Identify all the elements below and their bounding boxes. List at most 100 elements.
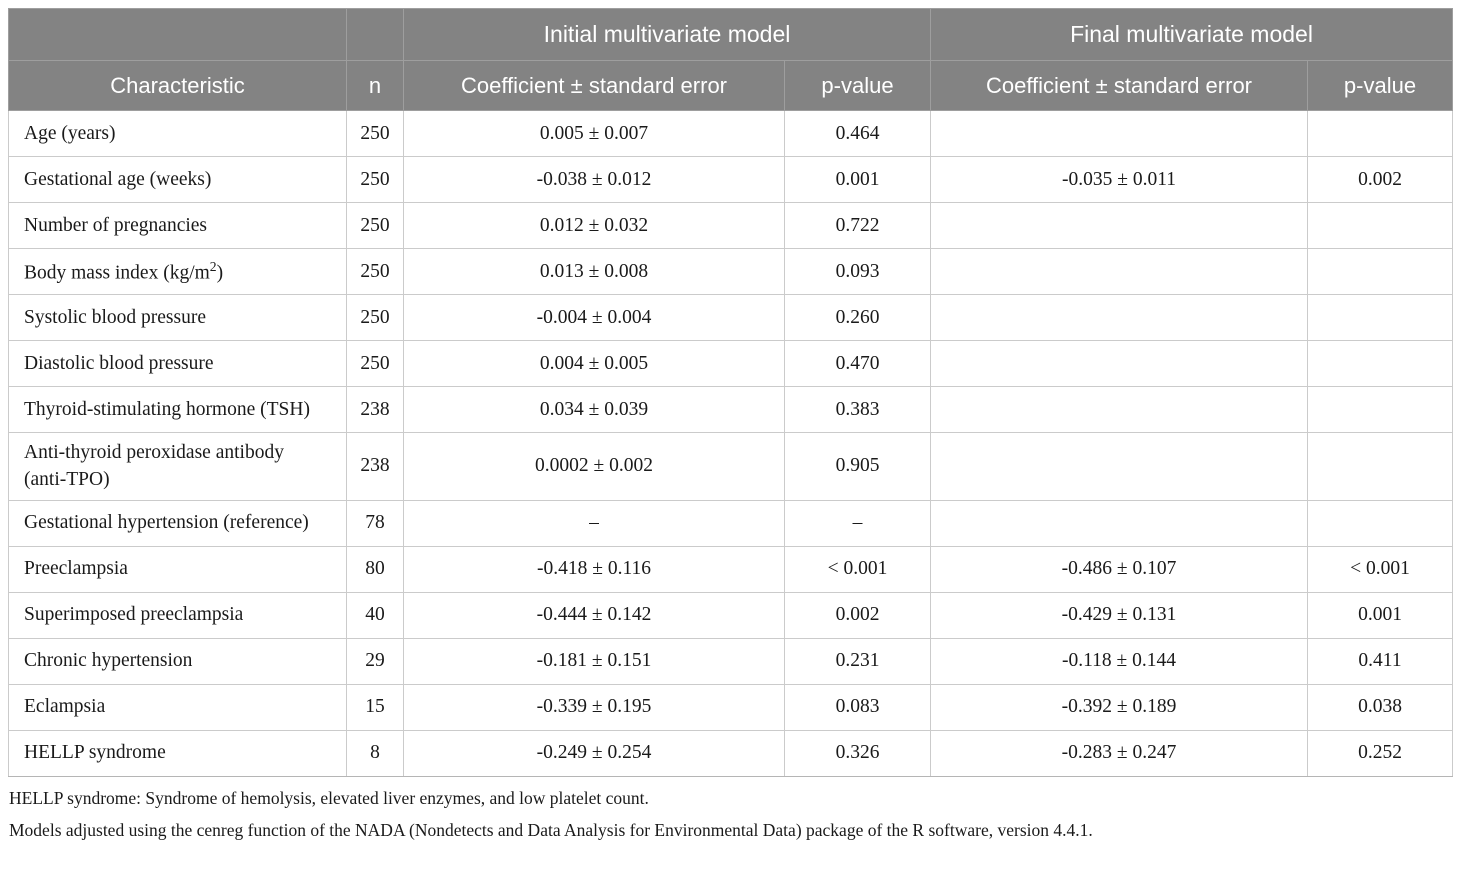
final-pvalue-cell: 0.001 — [1307, 591, 1453, 639]
table-row: Systolic blood pressure 250 -0.004 ± 0.004… — [8, 294, 1453, 341]
n-cell: 250 — [346, 202, 404, 249]
table-row: Chronic hypertension 29 -0.181 ± 0.151 0.23… — [8, 637, 1453, 685]
initial-coefficient-cell: 0.013 ± 0.008 — [403, 248, 785, 295]
final-coefficient-cell — [930, 110, 1308, 157]
multivariate-model-table: Initial multivariate model Final multiva… — [8, 8, 1453, 777]
initial-pvalue-cell: < 0.001 — [784, 545, 931, 593]
final-coefficient-cell — [930, 294, 1308, 341]
final-pvalue-cell — [1307, 386, 1453, 433]
table-row: Number of pregnancies 250 0.012 ± 0.032 0.7… — [8, 202, 1453, 249]
empty-header-cell — [346, 8, 404, 61]
characteristic-cell: Gestational hypertension (reference) — [8, 499, 347, 547]
initial-coefficient-cell: 0.0002 ± 0.002 — [403, 432, 785, 501]
n-cell: 250 — [346, 110, 404, 157]
characteristic-cell: Body mass index (kg/m2) — [8, 248, 347, 295]
empty-header-cell — [8, 8, 347, 61]
characteristic-cell: HELLP syndrome — [8, 729, 347, 777]
table-row: Gestational hypertension (reference) 78– – — [8, 499, 1453, 547]
final-pvalue-cell: 0.411 — [1307, 637, 1453, 685]
initial-pvalue-cell: 0.383 — [784, 386, 931, 433]
initial-pvalue-cell: 0.083 — [784, 683, 931, 731]
final-pvalue-cell — [1307, 294, 1453, 341]
n-cell: 40 — [346, 591, 404, 639]
initial-coefficient-cell: -0.181 ± 0.151 — [403, 637, 785, 685]
initial-coefficient-column-header: Coefficient ± standard error — [403, 60, 785, 111]
n-cell: 78 — [346, 499, 404, 547]
characteristic-cell: Preeclampsia — [8, 545, 347, 593]
initial-pvalue-cell: 0.260 — [784, 294, 931, 341]
final-coefficient-cell: -0.283 ± 0.247 — [930, 729, 1308, 777]
initial-coefficient-cell: – — [403, 499, 785, 547]
final-coefficient-cell — [930, 432, 1308, 501]
characteristic-cell: Number of pregnancies — [8, 202, 347, 249]
table-footnotes: HELLP syndrome: Syndrome of hemolysis, e… — [8, 786, 1452, 844]
initial-model-group-header: Initial multivariate model — [403, 8, 931, 61]
footnote-model-adjustment: Models adjusted using the cenreg functio… — [9, 819, 1093, 840]
final-coefficient-cell: -0.429 ± 0.131 — [930, 591, 1308, 639]
final-pvalue-cell — [1307, 248, 1453, 295]
final-pvalue-cell — [1307, 432, 1453, 501]
model-group-header-row: Initial multivariate model Final multiva… — [8, 8, 1453, 61]
table-body: Age (years) 250 0.005 ± 0.007 0.464 Gestatio… — [8, 110, 1453, 777]
table-row: HELLP syndrome 8 -0.249 ± 0.254 0.326 -0.283… — [8, 729, 1453, 777]
table-row: Thyroid-stimulating hormone (TSH) 238 0.03… — [8, 386, 1453, 433]
final-coefficient-cell — [930, 248, 1308, 295]
table-row: Eclampsia 15 -0.339 ± 0.195 0.083 -0.392 ± 0… — [8, 683, 1453, 731]
characteristic-cell: Systolic blood pressure — [8, 294, 347, 341]
n-cell: 250 — [346, 248, 404, 295]
characteristic-cell: Age (years) — [8, 110, 347, 157]
final-pvalue-cell — [1307, 340, 1453, 387]
n-cell: 8 — [346, 729, 404, 777]
characteristic-cell: Eclampsia — [8, 683, 347, 731]
initial-coefficient-cell: 0.034 ± 0.039 — [403, 386, 785, 433]
characteristic-cell: Anti-thyroid peroxidase antibody (anti-T… — [8, 432, 347, 501]
footnote-hellp-definition: HELLP syndrome: Syndrome of hemolysis, e… — [9, 787, 649, 808]
table-row: Anti-thyroid peroxidase antibody (anti-T… — [8, 432, 1453, 501]
table-row: Body mass index (kg/m2) 250 0.013 ± 0.008 0… — [8, 248, 1453, 295]
initial-coefficient-cell: 0.004 ± 0.005 — [403, 340, 785, 387]
characteristic-cell: Gestational age (weeks) — [8, 156, 347, 203]
initial-coefficient-cell: 0.005 ± 0.007 — [403, 110, 785, 157]
characteristic-cell: Chronic hypertension — [8, 637, 347, 685]
table-header: Initial multivariate model Final multiva… — [8, 8, 1453, 111]
initial-pvalue-cell: 0.464 — [784, 110, 931, 157]
table-row: Age (years) 250 0.005 ± 0.007 0.464 — [8, 110, 1453, 157]
table-row: Preeclampsia 80 -0.418 ± 0.116 < 0.001 -0.48… — [8, 545, 1453, 593]
initial-pvalue-cell: 0.905 — [784, 432, 931, 501]
final-coefficient-cell — [930, 499, 1308, 547]
final-coefficient-cell — [930, 386, 1308, 433]
initial-coefficient-cell: -0.038 ± 0.012 — [403, 156, 785, 203]
initial-coefficient-cell: -0.418 ± 0.116 — [403, 545, 785, 593]
n-cell: 29 — [346, 637, 404, 685]
characteristic-column-header: Characteristic — [8, 60, 347, 111]
initial-pvalue-cell: 0.470 — [784, 340, 931, 387]
n-cell: 238 — [346, 432, 404, 501]
initial-pvalue-cell: 0.001 — [784, 156, 931, 203]
initial-pvalue-cell: – — [784, 499, 931, 547]
initial-coefficient-cell: -0.004 ± 0.004 — [403, 294, 785, 341]
final-coefficient-cell: -0.392 ± 0.189 — [930, 683, 1308, 731]
initial-pvalue-cell: 0.722 — [784, 202, 931, 249]
characteristic-cell: Superimposed preeclampsia — [8, 591, 347, 639]
characteristic-cell: Diastolic blood pressure — [8, 340, 347, 387]
initial-pvalue-cell: 0.002 — [784, 591, 931, 639]
initial-pvalue-cell: 0.326 — [784, 729, 931, 777]
column-header-row: Characteristic n Coefficient ± standard … — [8, 60, 1453, 111]
n-cell: 238 — [346, 386, 404, 433]
final-pvalue-column-header: p-value — [1307, 60, 1453, 111]
initial-pvalue-cell: 0.093 — [784, 248, 931, 295]
initial-coefficient-cell: -0.249 ± 0.254 — [403, 729, 785, 777]
final-coefficient-column-header: Coefficient ± standard error — [930, 60, 1308, 111]
final-pvalue-cell — [1307, 110, 1453, 157]
initial-pvalue-cell: 0.231 — [784, 637, 931, 685]
initial-coefficient-cell: 0.012 ± 0.032 — [403, 202, 785, 249]
n-cell: 250 — [346, 294, 404, 341]
final-coefficient-cell: -0.035 ± 0.011 — [930, 156, 1308, 203]
characteristic-cell: Thyroid-stimulating hormone (TSH) — [8, 386, 347, 433]
final-pvalue-cell: 0.252 — [1307, 729, 1453, 777]
table-row: Gestational age (weeks) 250 -0.038 ± 0.012… — [8, 156, 1453, 203]
initial-coefficient-cell: -0.444 ± 0.142 — [403, 591, 785, 639]
final-pvalue-cell: 0.038 — [1307, 683, 1453, 731]
final-coefficient-cell: -0.118 ± 0.144 — [930, 637, 1308, 685]
